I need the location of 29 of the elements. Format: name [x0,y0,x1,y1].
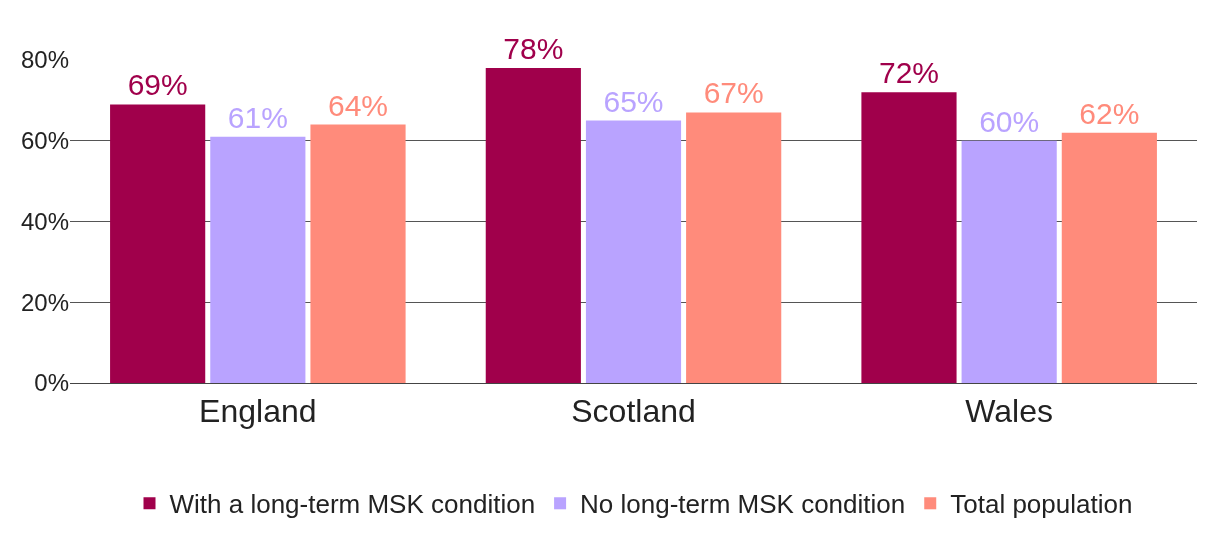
bar [861,92,957,383]
y-tick-label: 40% [20,207,69,235]
y-tick-label: 60% [20,127,69,155]
x-tick-label: England [199,393,317,430]
data-label: 78% [503,32,564,66]
data-label: 61% [227,100,288,134]
bar [1061,132,1157,383]
x-tick-label: Scotland [571,393,696,430]
data-label: 72% [878,56,940,90]
legend-label: With a long-term MSK condition [169,489,536,520]
data-label: 60% [979,104,1040,138]
bar [585,120,682,383]
y-tick-label: 80% [20,46,69,74]
legend-label: Total population [950,489,1133,520]
bar [686,112,782,383]
y-tick-label: 0% [34,369,69,397]
data-label: 65% [603,84,664,118]
bar [110,104,206,383]
data-label: 62% [1079,96,1140,130]
bar [961,140,1057,383]
x-tick-label: Wales [965,393,1054,430]
bar [310,124,406,383]
bar [485,68,581,383]
bar [210,136,306,383]
data-label: 64% [327,88,389,122]
data-label: 69% [127,68,188,102]
y-tick-label: 20% [20,288,69,316]
data-label: 67% [703,76,764,110]
legend-label: No long-term MSK condition [580,489,906,520]
